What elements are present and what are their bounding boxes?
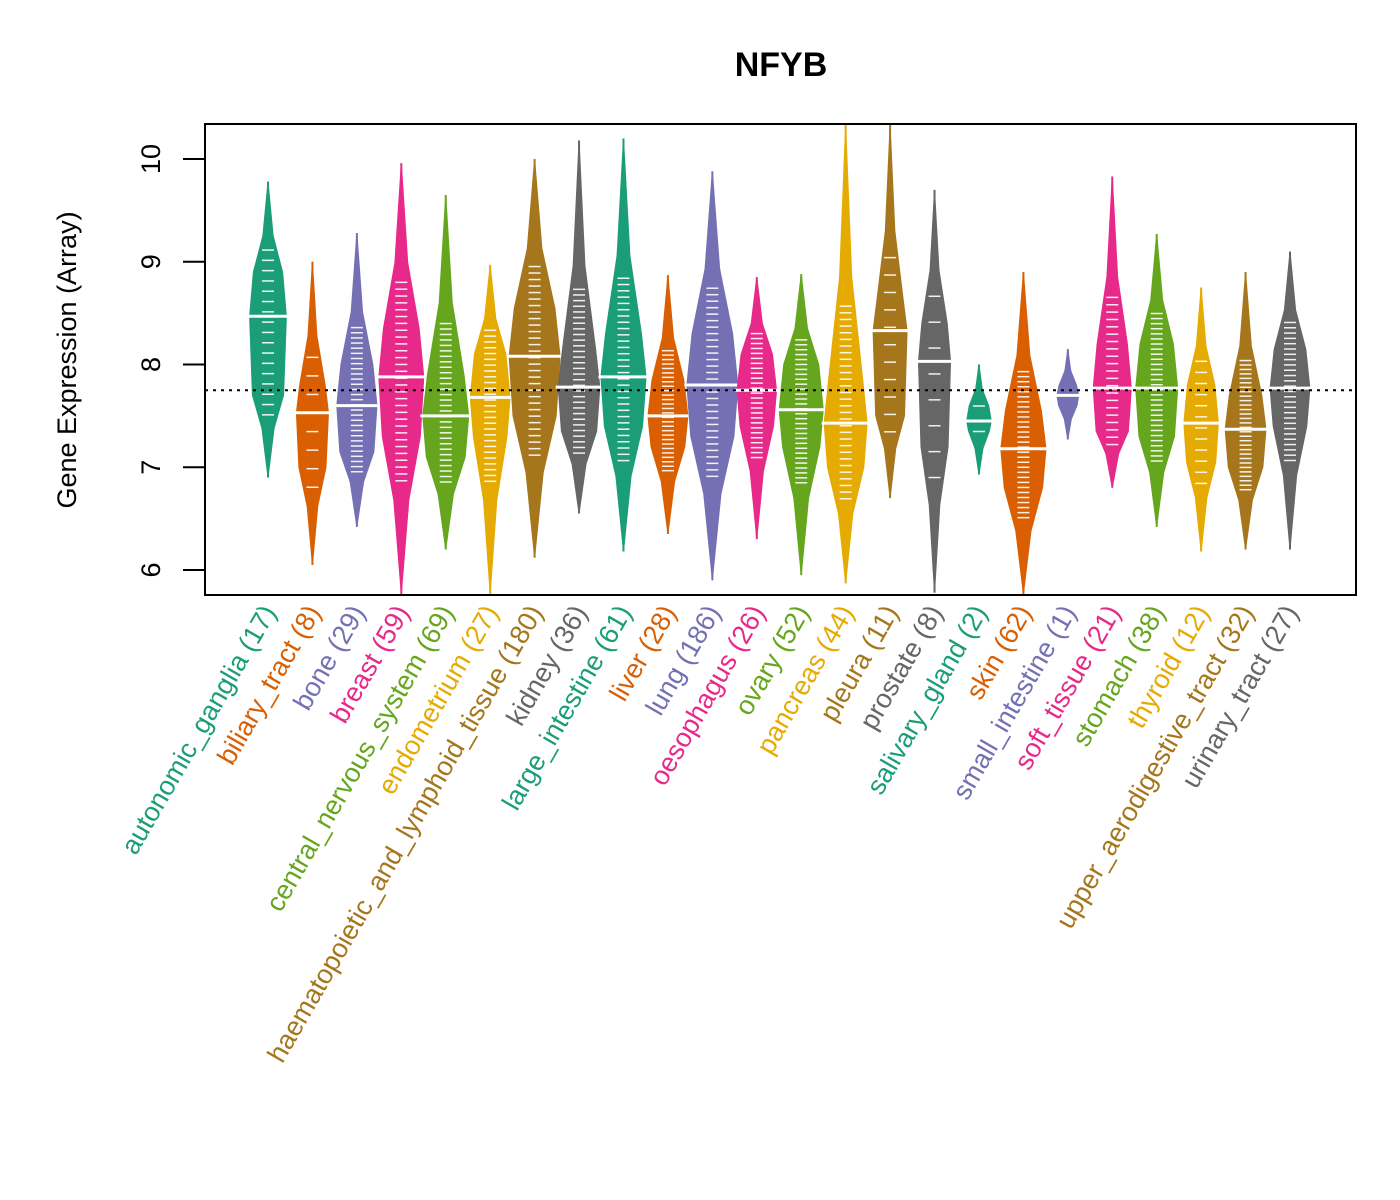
y-tick-label: 8 <box>136 357 166 372</box>
y-tick-label: 10 <box>136 144 166 174</box>
plot-frame <box>204 123 1357 596</box>
violin-skin <box>998 272 1049 594</box>
violin-liver <box>645 275 691 535</box>
violin-endometrium <box>467 264 513 594</box>
violin-upper-aerodigestive-tract <box>1222 272 1269 550</box>
violin-prostate <box>915 189 954 593</box>
y-axis-label: Gene Expression (Array) <box>52 211 82 508</box>
x-axis-labels: autonomic_ganglia (17)biliary_tract (8)b… <box>115 600 1304 1067</box>
violin-kidney <box>555 140 603 514</box>
violin-central-nervous-system <box>420 194 472 550</box>
violin-bone <box>334 232 380 527</box>
violin-urinary-tract <box>1267 251 1313 550</box>
y-tick-label: 9 <box>136 254 166 269</box>
violin-salivary-gland <box>964 364 994 475</box>
y-axis: 6 7 8 9 10 <box>136 144 205 578</box>
violin-soft-tissue <box>1090 176 1134 488</box>
violin-autonomic-ganglia <box>247 181 289 478</box>
violin-thyroid <box>1181 287 1221 552</box>
violin-small-intestine <box>1054 349 1082 440</box>
violin-pleura <box>870 125 910 499</box>
violin-oesophagus <box>734 277 780 540</box>
y-tick-label: 6 <box>136 562 166 577</box>
violin-biliary-tract <box>293 261 331 565</box>
violin-stomach <box>1133 234 1181 527</box>
violin-pancreas <box>821 125 870 584</box>
violins <box>247 125 1313 595</box>
violin-large-intestine <box>598 138 649 552</box>
chart-title: NFYB <box>735 46 828 84</box>
violin-ovary <box>776 274 826 576</box>
violin-haematopoietic-and-lymphoid-tissue <box>506 159 563 558</box>
violin-breast <box>376 163 427 595</box>
violin-lung <box>684 171 741 581</box>
y-tick-label: 7 <box>136 460 166 475</box>
